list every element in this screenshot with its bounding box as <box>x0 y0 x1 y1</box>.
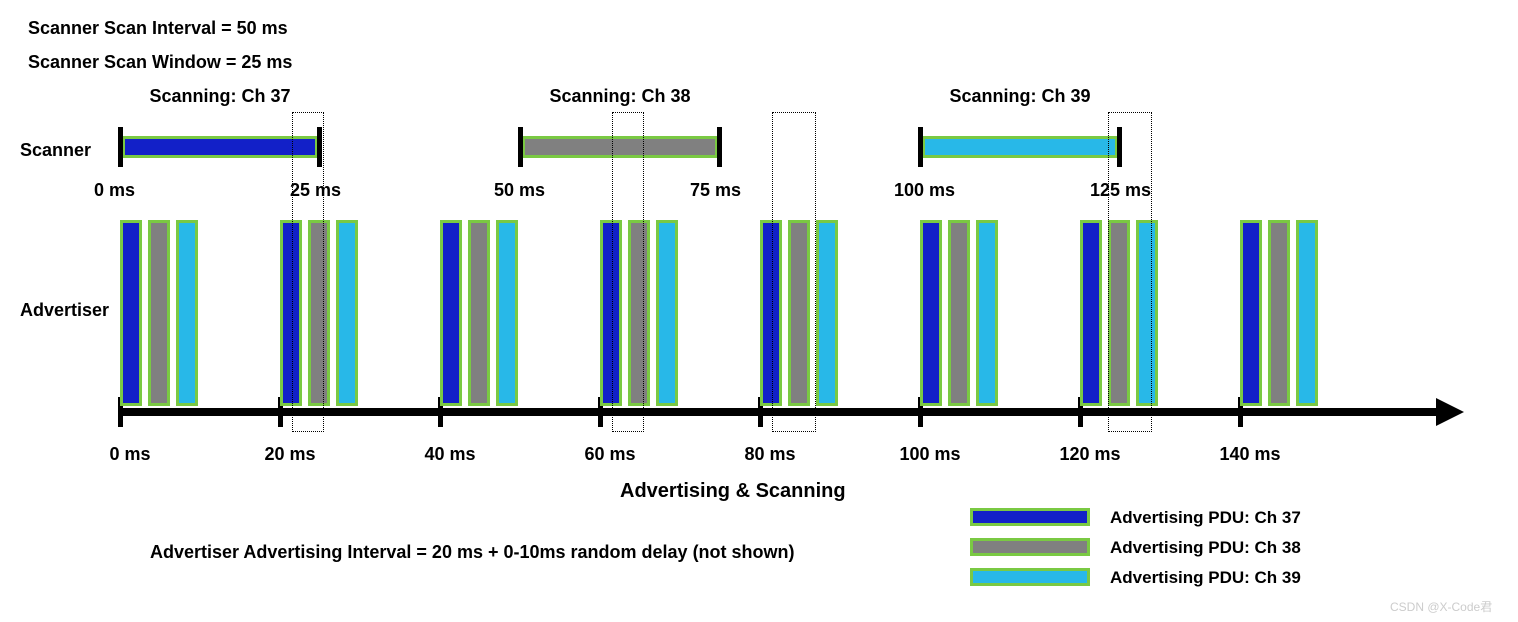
adv-pdu-bar-ch37 <box>1240 220 1262 406</box>
scan-match-highlight <box>612 112 644 432</box>
scan-window-start-label: 0 ms <box>94 180 135 201</box>
axis-title: Advertising & Scanning <box>620 480 846 503</box>
adv-pdu-bar-ch39 <box>1296 220 1318 406</box>
scan-match-highlight <box>1108 112 1152 432</box>
adv-pdu-bar-ch39 <box>176 220 198 406</box>
scan-window-cap-left <box>518 127 523 167</box>
axis-tick-label: 100 ms <box>890 444 970 465</box>
adv-pdu-bar-ch38 <box>1268 220 1290 406</box>
advertiser-interval-note: Advertiser Advertising Interval = 20 ms … <box>150 542 795 563</box>
advertiser-row-label: Advertiser <box>20 300 109 321</box>
legend-swatch-ch38 <box>970 538 1090 556</box>
axis-tick-label: 40 ms <box>410 444 490 465</box>
adv-pdu-bar-ch39 <box>656 220 678 406</box>
adv-pdu-bar-ch37 <box>440 220 462 406</box>
scan-match-highlight <box>292 112 324 432</box>
adv-pdu-bar-ch37 <box>120 220 142 406</box>
scan-window-label: Scanning: Ch 38 <box>530 86 710 107</box>
legend-label-ch37: Advertising PDU: Ch 37 <box>1110 508 1301 528</box>
scan-window-cap-left <box>118 127 123 167</box>
scan-window-bar <box>922 136 1118 158</box>
legend-swatch-ch37 <box>970 508 1090 526</box>
scan-window-cap-right <box>717 127 722 167</box>
legend-label-ch39: Advertising PDU: Ch 39 <box>1110 568 1301 588</box>
axis-tick-label: 120 ms <box>1050 444 1130 465</box>
scan-window-end-label: 75 ms <box>690 180 741 201</box>
scan-window-cap-left <box>918 127 923 167</box>
scan-window-text: Scanner Scan Window = 25 ms <box>28 52 292 73</box>
adv-pdu-bar-ch37 <box>1080 220 1102 406</box>
adv-pdu-bar-ch37 <box>920 220 942 406</box>
adv-pdu-bar-ch39 <box>816 220 838 406</box>
scan-window-label: Scanning: Ch 39 <box>930 86 1110 107</box>
scan-interval-text: Scanner Scan Interval = 50 ms <box>28 18 288 39</box>
axis-tick-label: 80 ms <box>730 444 810 465</box>
timeline-arrowhead-icon <box>1436 398 1464 426</box>
legend-label-ch38: Advertising PDU: Ch 38 <box>1110 538 1301 558</box>
axis-tick-label: 20 ms <box>250 444 330 465</box>
watermark: CSDN @X-Code君 <box>1390 598 1492 615</box>
axis-tick-label: 60 ms <box>570 444 650 465</box>
axis-tick-label: 140 ms <box>1210 444 1290 465</box>
adv-pdu-bar-ch39 <box>976 220 998 406</box>
scan-window-start-label: 50 ms <box>494 180 545 201</box>
scan-window-label: Scanning: Ch 37 <box>130 86 310 107</box>
adv-pdu-bar-ch38 <box>948 220 970 406</box>
adv-pdu-bar-ch39 <box>336 220 358 406</box>
adv-pdu-bar-ch38 <box>468 220 490 406</box>
adv-pdu-bar-ch39 <box>496 220 518 406</box>
adv-pdu-bar-ch38 <box>148 220 170 406</box>
scan-window-start-label: 100 ms <box>894 180 955 201</box>
scan-match-highlight <box>772 112 816 432</box>
scan-window-bar <box>122 136 318 158</box>
scanner-row-label: Scanner <box>20 140 91 161</box>
axis-tick-label: 0 ms <box>90 444 170 465</box>
legend-swatch-ch39 <box>970 568 1090 586</box>
